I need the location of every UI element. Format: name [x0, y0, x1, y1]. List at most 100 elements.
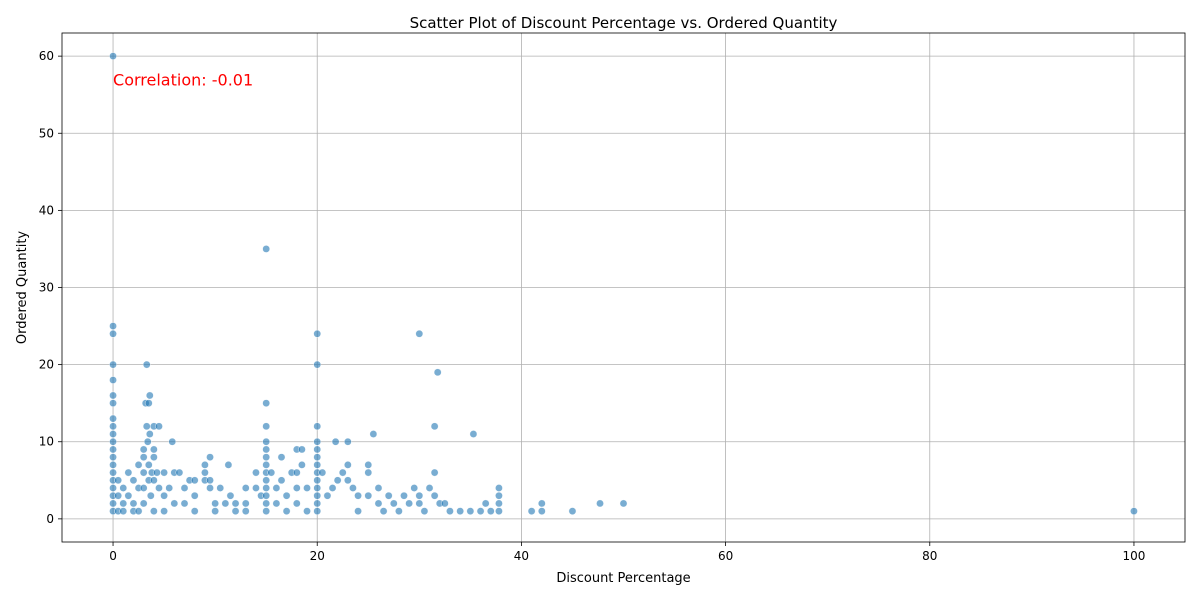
- data-point: [155, 484, 163, 492]
- data-point: [292, 484, 301, 492]
- data-point: [170, 499, 179, 508]
- y-axis-label: Ordered Quantity: [15, 231, 30, 345]
- data-point: [201, 461, 209, 469]
- data-point: [144, 399, 153, 408]
- data-point: [262, 461, 271, 469]
- data-point: [292, 468, 301, 477]
- data-point: [1130, 507, 1138, 516]
- data-point: [145, 391, 154, 400]
- data-point: [139, 499, 148, 508]
- data-point: [160, 507, 168, 516]
- data-point: [226, 491, 235, 500]
- data-point: [495, 491, 503, 500]
- y-tick-label: 60: [39, 49, 54, 63]
- data-point: [180, 499, 189, 508]
- x-tick-label: 40: [514, 549, 529, 563]
- data-point: [241, 499, 250, 508]
- data-point: [160, 491, 168, 500]
- data-point: [415, 499, 424, 508]
- data-point: [262, 484, 271, 492]
- data-point: [313, 499, 322, 508]
- data-point: [537, 499, 546, 508]
- y-tick-label: 50: [39, 126, 54, 140]
- data-point: [160, 468, 168, 477]
- data-point: [469, 430, 478, 438]
- data-point: [476, 507, 485, 516]
- x-tick-label: 20: [310, 549, 325, 563]
- data-point: [109, 391, 117, 400]
- data-point: [231, 499, 240, 508]
- data-point: [211, 507, 219, 516]
- data-point: [262, 422, 271, 431]
- data-point: [384, 491, 393, 500]
- data-point: [364, 468, 373, 477]
- data-point: [430, 491, 439, 500]
- data-point: [139, 445, 148, 454]
- data-point: [267, 468, 276, 477]
- data-point: [354, 491, 362, 500]
- data-point: [139, 484, 148, 492]
- correlation-annotation: Correlation: -0.01: [113, 70, 253, 89]
- data-point: [466, 507, 475, 516]
- data-point: [364, 461, 373, 469]
- data-point: [119, 499, 128, 508]
- data-point: [139, 453, 148, 462]
- data-point: [433, 368, 442, 377]
- data-point: [277, 476, 286, 485]
- data-point: [142, 422, 151, 431]
- data-point: [374, 499, 383, 508]
- data-point: [129, 476, 138, 485]
- data-point: [292, 499, 301, 508]
- x-tick-label: 0: [109, 549, 117, 563]
- data-point: [144, 461, 153, 469]
- data-point: [231, 507, 240, 516]
- data-point: [124, 468, 133, 477]
- data-point: [415, 329, 424, 338]
- data-point: [364, 491, 373, 500]
- y-tick-label: 40: [39, 203, 54, 217]
- x-tick-label: 80: [922, 549, 937, 563]
- grid-lines: [62, 33, 1185, 542]
- data-point: [374, 484, 383, 492]
- data-point: [124, 491, 133, 500]
- data-point: [109, 445, 117, 454]
- data-point: [277, 453, 286, 462]
- data-point: [175, 468, 184, 477]
- data-point: [596, 499, 604, 508]
- data-point: [415, 491, 424, 500]
- data-point: [262, 476, 271, 485]
- data-point: [313, 437, 322, 446]
- data-point: [153, 468, 161, 477]
- data-point: [456, 507, 465, 516]
- data-point: [262, 437, 271, 446]
- data-point: [333, 476, 342, 485]
- data-point: [313, 476, 322, 485]
- data-point: [109, 484, 117, 492]
- data-point: [344, 461, 352, 469]
- data-point: [109, 422, 117, 431]
- data-point: [303, 484, 311, 492]
- y-tick-label: 30: [39, 281, 54, 295]
- data-point: [143, 437, 152, 446]
- data-point: [272, 499, 281, 508]
- data-point: [298, 461, 306, 469]
- data-point: [440, 499, 449, 508]
- data-point: [313, 491, 322, 500]
- data-point: [262, 453, 271, 462]
- data-point: [119, 507, 128, 516]
- data-point: [109, 430, 117, 438]
- data-point: [262, 491, 271, 500]
- data-point: [109, 461, 117, 469]
- data-point: [527, 507, 536, 516]
- data-point: [241, 484, 250, 492]
- data-point: [410, 484, 419, 492]
- data-point: [150, 476, 158, 485]
- data-point: [211, 499, 219, 508]
- axis-ticks: 0 20 40 60 80 100 0 10 20 30 40 50 60: [39, 49, 1146, 563]
- data-point: [318, 468, 327, 477]
- data-point: [272, 484, 281, 492]
- data-point: [420, 507, 429, 516]
- data-point: [109, 453, 117, 462]
- data-point: [165, 484, 174, 492]
- data-point: [425, 484, 434, 492]
